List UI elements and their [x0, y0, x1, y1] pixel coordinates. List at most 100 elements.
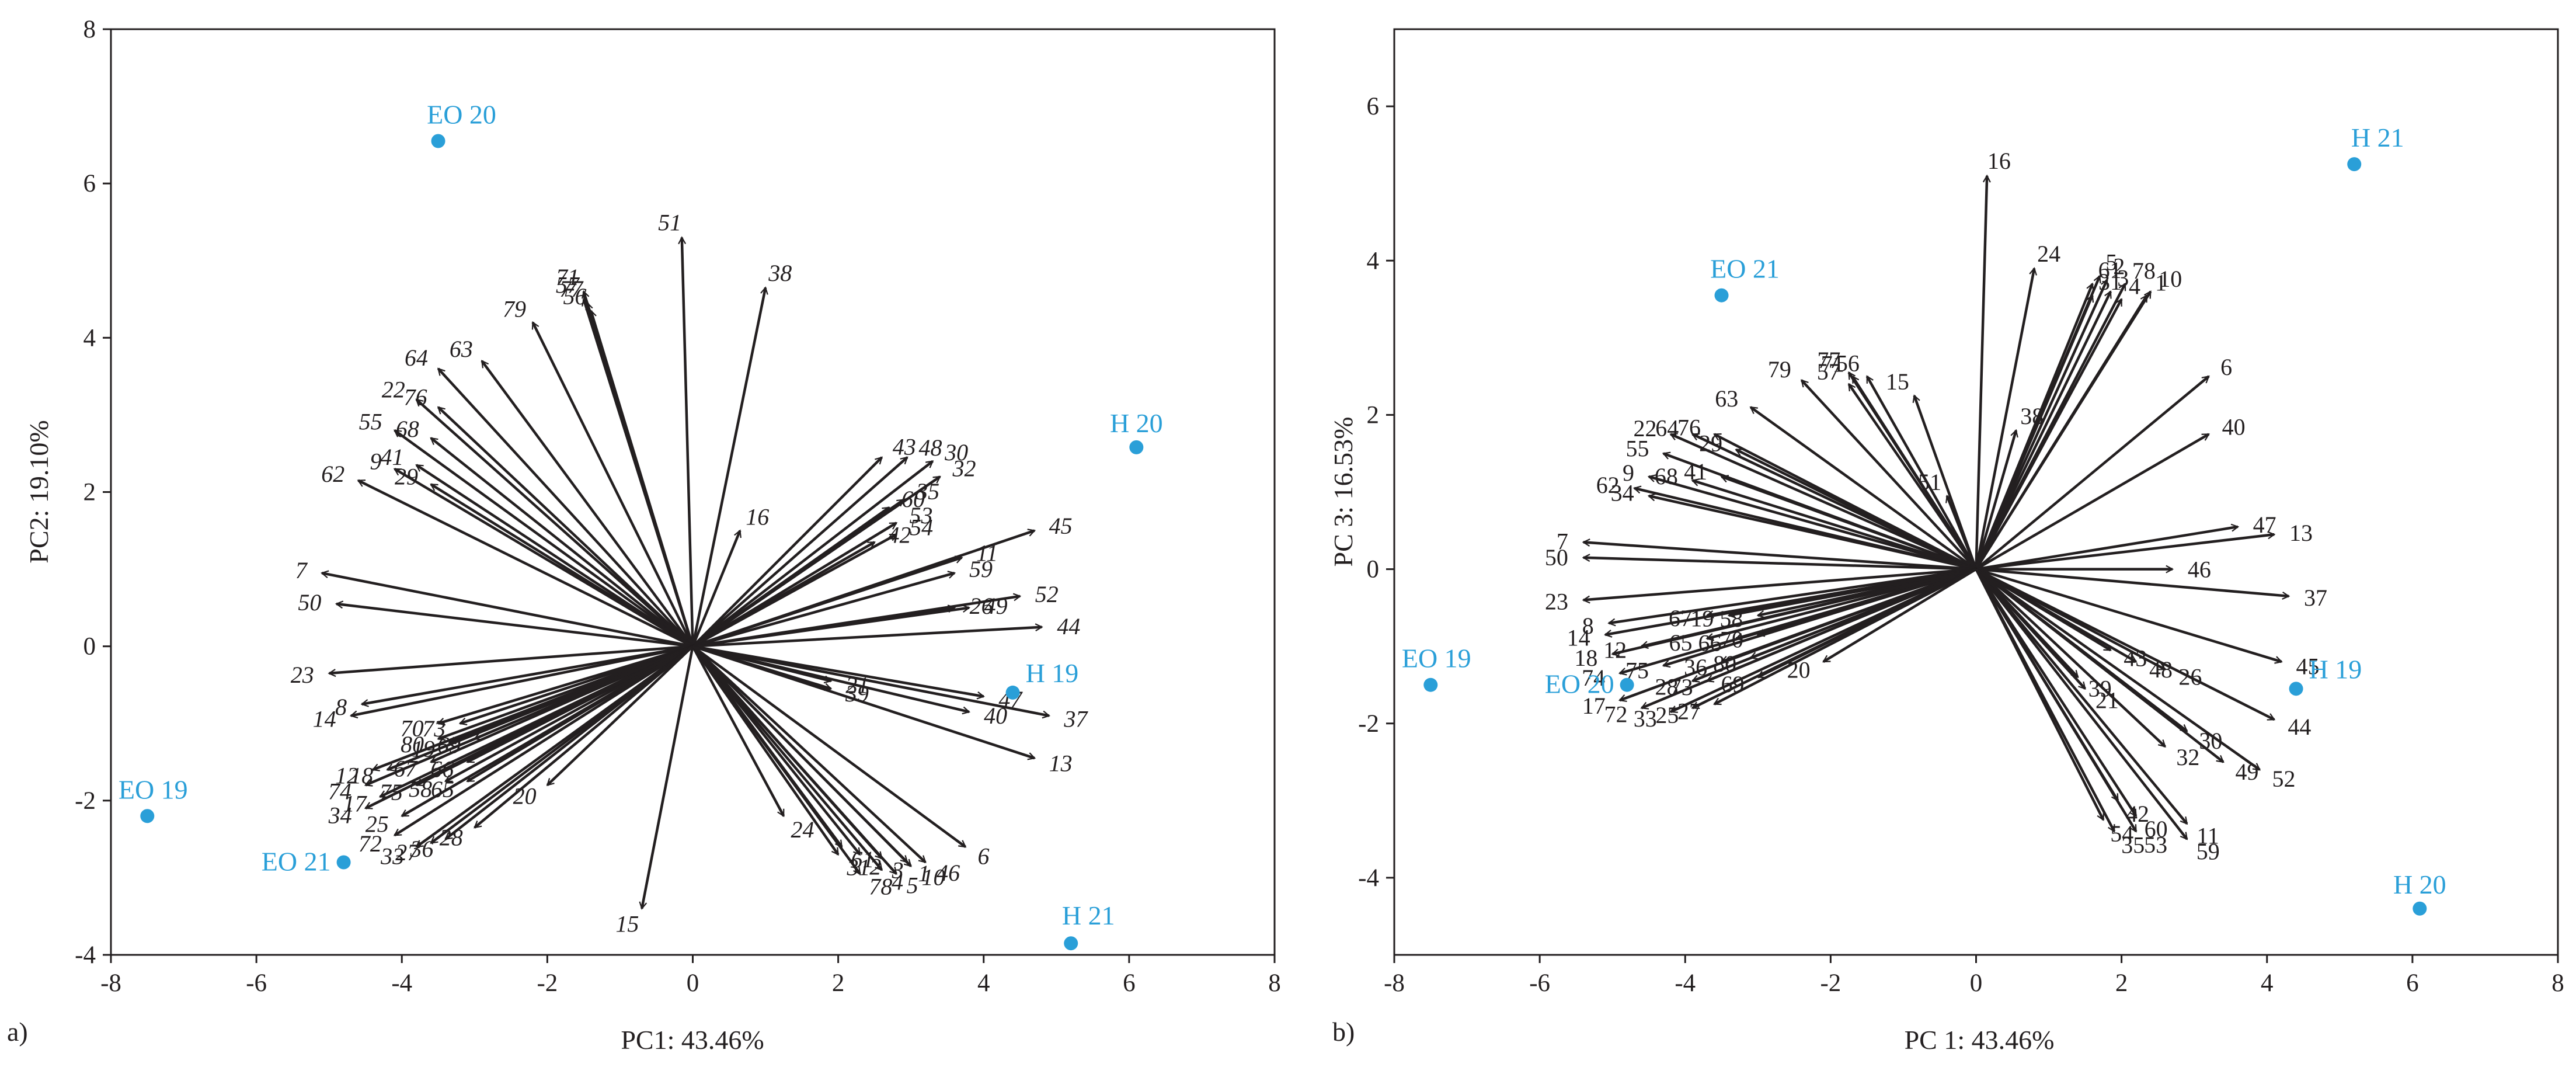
panel-b-variable-label-1: 1 — [2155, 270, 2167, 296]
panel-b-y-tick-label: 4 — [1367, 247, 1380, 274]
panel-a-arrow-24 — [691, 645, 785, 816]
panel-a-variable-label-49: 49 — [984, 593, 1008, 619]
panel-a-arrow-51 — [682, 238, 694, 647]
panel-a-variable-label-32: 32 — [952, 455, 976, 481]
panel-a-arrow-48 — [692, 456, 907, 648]
panel-a-arrow-78 — [691, 645, 861, 874]
panel-b-point-label-h-20: H 20 — [2393, 870, 2446, 899]
panel-a-variable-label-78: 78 — [869, 873, 892, 899]
panel-a-y-tick-label: 2 — [83, 479, 96, 506]
panel-a-y-tick-label: 6 — [83, 170, 96, 197]
panel-b-arrow-29 — [1736, 448, 1977, 571]
panel-a-arrow-11 — [692, 558, 962, 648]
panel-b-arrow-68 — [1693, 481, 1977, 571]
panel-a-variable-label-72: 72 — [358, 830, 382, 857]
panel-a-frame — [110, 28, 1276, 956]
panel-b-variable-label-34: 34 — [1611, 479, 1634, 506]
panel-b-x-tick-label: 0 — [1970, 969, 1983, 997]
panel-b-variable-label-17: 17 — [1582, 693, 1606, 719]
panel-b-point-label-eo-20: EO 20 — [1545, 669, 1614, 699]
panel-b-label: b) — [1332, 1017, 1355, 1047]
panel-b-variable-label-56: 56 — [1836, 350, 1860, 377]
panel-b-variable-label-52: 52 — [2272, 766, 2296, 792]
panel-b-variable-label-37: 37 — [2304, 585, 2327, 611]
panel-b-y-axis-label: PC 3: 16.53% — [1328, 417, 1358, 567]
panel-b-variable-label-12: 12 — [1603, 637, 1627, 663]
panel-b-point-h-21 — [2347, 157, 2362, 172]
panel-a-variable-label-18: 18 — [350, 763, 373, 789]
panel-b-arrow-34 — [1649, 496, 1976, 571]
panel-a-variable-label-6: 6 — [978, 843, 990, 869]
panel-b-variable-label-35: 35 — [2121, 832, 2145, 859]
panel-b-arrow-52 — [1975, 568, 2260, 771]
panel-a-arrow-35 — [692, 498, 904, 648]
panel-a-variable-label-62: 62 — [321, 461, 344, 487]
panel-a-x-axis-label: PC1: 43.46% — [621, 1025, 764, 1055]
panel-b-arrow-23 — [1583, 568, 1976, 600]
panel-b-point-h-19 — [2289, 682, 2303, 696]
panel-a-variable-label-23: 23 — [291, 662, 314, 688]
panel-a-arrow-13 — [692, 645, 1035, 759]
panel-b-arrow-60 — [1975, 568, 2138, 816]
panel-a-variable-label-38: 38 — [768, 260, 792, 286]
panel-a-arrow-38 — [691, 287, 766, 647]
panel-a-variable-label-45: 45 — [1049, 513, 1073, 539]
panel-a-observations: EO 20 H 20 H 19 EO 19 EO 21 H 21 — [119, 100, 1163, 951]
panel-b-arrow-32 — [1975, 568, 2166, 748]
panel-b-arrow-20 — [1823, 568, 1977, 663]
panel-a-variable-label-28: 28 — [440, 825, 463, 851]
panel-a-variable-label-30: 30 — [944, 439, 968, 465]
panel-a-point-eo-21 — [336, 855, 351, 870]
panel-b-variable-label-76: 76 — [1677, 415, 1701, 441]
panel-a-point-label-h-19: H 19 — [1026, 658, 1079, 688]
panel-b-variable-label-71: 71 — [1821, 350, 1844, 377]
panel-a-variable-label-20: 20 — [513, 783, 537, 809]
panel-a-arrow-74 — [365, 645, 694, 786]
panel-b-variable-label-25: 25 — [1655, 702, 1679, 728]
panel-a-x-tick-label: 2 — [832, 969, 845, 997]
panel-a-variable-label-52: 52 — [1035, 581, 1059, 607]
panel-a-label: a) — [7, 1017, 28, 1047]
panel-b-variable-label-4: 4 — [2129, 273, 2140, 299]
panel-b-variable-label-63: 63 — [1715, 385, 1738, 412]
panel-b-arrow-24 — [1975, 268, 2035, 570]
panel-a-arrow-72 — [395, 645, 694, 837]
panel-b-arrow-35 — [1975, 568, 2116, 832]
panel-a-arrow-30 — [692, 460, 933, 648]
panel-a-arrow-25 — [402, 645, 694, 818]
panel-a-point-label-h-20: H 20 — [1110, 408, 1163, 438]
panel-a-variable-label-76: 76 — [404, 384, 427, 410]
panel-b-arrow-15 — [1914, 395, 1978, 570]
panel-a-variable-label-7: 7 — [295, 557, 308, 583]
panel-a-variable-label-60: 60 — [901, 486, 925, 512]
panel-a-arrow-4 — [691, 645, 883, 870]
panel-b-variable-label-49: 49 — [2236, 759, 2259, 785]
panel-b-arrow-11 — [1975, 568, 2188, 824]
panel-a-variable-label-34: 34 — [328, 802, 352, 829]
panel-a-arrow-62 — [358, 479, 694, 648]
panel-b-variable-label-10: 10 — [2159, 266, 2182, 292]
panel-a-variable-label-63: 63 — [450, 336, 473, 362]
panel-b-observations: H 21 EO 21 EO 19 EO 20 H 19 H 20 — [1402, 123, 2446, 916]
panel-a-variable-label-54: 54 — [910, 515, 933, 541]
panel-b-arrow-56 — [1865, 376, 1978, 570]
panel-a-variable-label-5: 5 — [907, 873, 918, 899]
panel-b-y-tick-label: -4 — [1358, 864, 1379, 892]
panel-b-point-h-20 — [2413, 901, 2427, 916]
panel-b-variable-label-3: 3 — [2117, 265, 2129, 291]
panel-b-arrow-22 — [1670, 434, 1977, 571]
panel-a-variable-label-68: 68 — [396, 416, 419, 442]
panel-a-arrow-16 — [691, 531, 740, 647]
panel-b-arrow-37 — [1976, 568, 2289, 596]
panel-a-variable-label-33: 33 — [380, 843, 404, 869]
panel-a-variable-label-17: 17 — [343, 790, 367, 816]
panel-a-arrow-54 — [692, 533, 897, 648]
panel-b-arrow-18 — [1613, 568, 1977, 654]
panel-b-variable-label-18: 18 — [1574, 645, 1597, 671]
panel-a-y-tick-label: 4 — [83, 324, 96, 352]
panel-b-point-label-h-19: H 19 — [2309, 654, 2362, 684]
panel-a-variable-label-24: 24 — [791, 816, 814, 843]
panel-b-arrow-16 — [1975, 176, 1987, 569]
